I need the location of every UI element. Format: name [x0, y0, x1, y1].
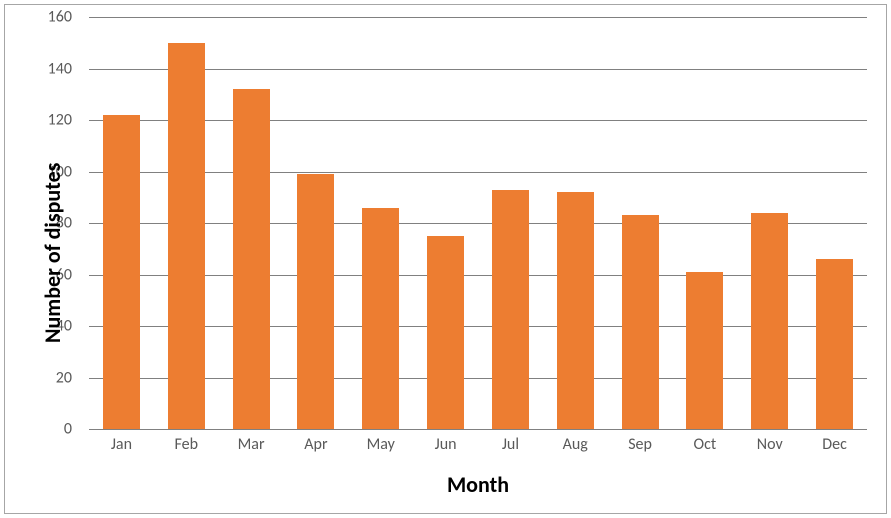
chart-frame: 020406080100120140160 JanFebMarAprMayJun… [4, 4, 887, 514]
x-tick-label: Oct [673, 435, 738, 454]
gridline [89, 172, 867, 173]
bar [622, 215, 659, 429]
bar [557, 192, 594, 429]
x-tick-label: Sep [608, 435, 673, 454]
y-tick-label: 140 [12, 59, 72, 78]
x-tick-label: Feb [154, 435, 219, 454]
plot-area [89, 17, 867, 429]
x-tick-label: Nov [737, 435, 802, 454]
x-tick-label: Jul [478, 435, 543, 454]
y-tick-label: 120 [12, 111, 72, 130]
bar [362, 208, 399, 429]
bar [492, 190, 529, 429]
x-axis-line [89, 429, 867, 430]
y-tick-label: 160 [12, 8, 72, 27]
x-tick-label: Mar [219, 435, 284, 454]
gridline [89, 69, 867, 70]
x-tick-label: May [348, 435, 413, 454]
x-tick-label: Apr [284, 435, 349, 454]
bar [686, 272, 723, 429]
bar [168, 43, 205, 429]
bar [297, 174, 334, 429]
bar [427, 236, 464, 429]
bar [103, 115, 140, 429]
bar [233, 89, 270, 429]
x-axis-title: Month [89, 471, 867, 498]
y-tick-label: 0 [12, 420, 72, 439]
x-tick-label: Jun [413, 435, 478, 454]
x-tick-label: Jan [89, 435, 154, 454]
x-tick-label: Aug [543, 435, 608, 454]
y-axis-title: Number of disputes [39, 163, 66, 343]
y-tick-label: 20 [12, 368, 72, 387]
gridline [89, 120, 867, 121]
x-tick-label: Dec [802, 435, 867, 454]
bar [816, 259, 853, 429]
bar [751, 213, 788, 429]
gridline [89, 17, 867, 18]
